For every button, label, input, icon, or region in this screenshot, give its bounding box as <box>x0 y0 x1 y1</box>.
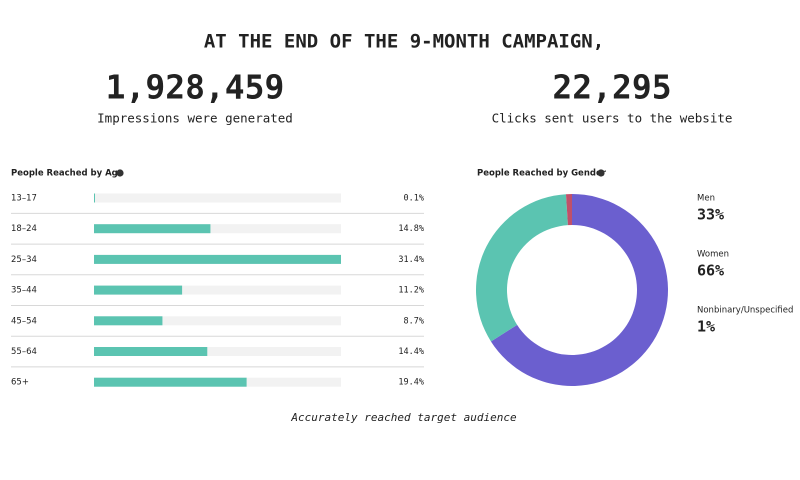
row-label: 13–17 <box>11 194 37 204</box>
stat-label: Clicks sent users to the website <box>492 111 733 126</box>
info-icon[interactable] <box>116 169 124 177</box>
stat-value: 1,928,459 <box>106 68 285 107</box>
stat-label: Impressions were generated <box>97 111 293 126</box>
value-label: 31.4% <box>398 255 424 265</box>
bar <box>94 377 247 387</box>
value-label: 0.1% <box>404 194 424 204</box>
bar <box>94 347 208 356</box>
bar-track <box>94 224 341 234</box>
donut-slice <box>490 194 668 387</box>
legend-label: Nonbinary/Unspecified <box>697 306 793 316</box>
legend-label: Women <box>697 250 729 260</box>
chart-title: People Reached by Gender <box>477 169 607 179</box>
donut-slice <box>565 194 572 226</box>
row-label: 45–54 <box>11 316 37 326</box>
bar <box>94 316 163 326</box>
bar <box>94 285 183 295</box>
bar-track <box>94 193 341 203</box>
row-label: 65+ <box>11 378 29 388</box>
headline: AT THE END OF THE 9-MONTH CAMPAIGN, <box>204 31 604 53</box>
value-label: 14.8% <box>398 224 424 234</box>
bar <box>94 193 95 203</box>
value-label: 19.4% <box>398 378 424 388</box>
info-icon[interactable] <box>597 169 605 177</box>
bar-track <box>94 347 341 356</box>
bar <box>94 254 341 264</box>
value-label: 14.4% <box>398 347 424 357</box>
bar-track <box>94 316 341 326</box>
row-label: 25–34 <box>11 255 37 265</box>
bar-track <box>94 285 341 295</box>
stat-value: 22,295 <box>552 68 671 107</box>
bar <box>94 224 211 234</box>
legend-value: 66% <box>697 262 724 280</box>
row-label: 18–24 <box>11 224 37 234</box>
chart-title: People Reached by Age <box>11 169 124 179</box>
row-label: 35–44 <box>11 286 37 296</box>
legend-label: Men <box>697 194 715 204</box>
value-label: 8.7% <box>404 316 424 326</box>
legend-value: 33% <box>697 206 724 224</box>
donut-slice <box>475 194 568 342</box>
value-label: 11.2% <box>398 286 424 296</box>
row-label: 55–64 <box>11 347 37 357</box>
legend-value: 1% <box>697 318 715 336</box>
caption: Accurately reached target audience <box>290 411 517 424</box>
